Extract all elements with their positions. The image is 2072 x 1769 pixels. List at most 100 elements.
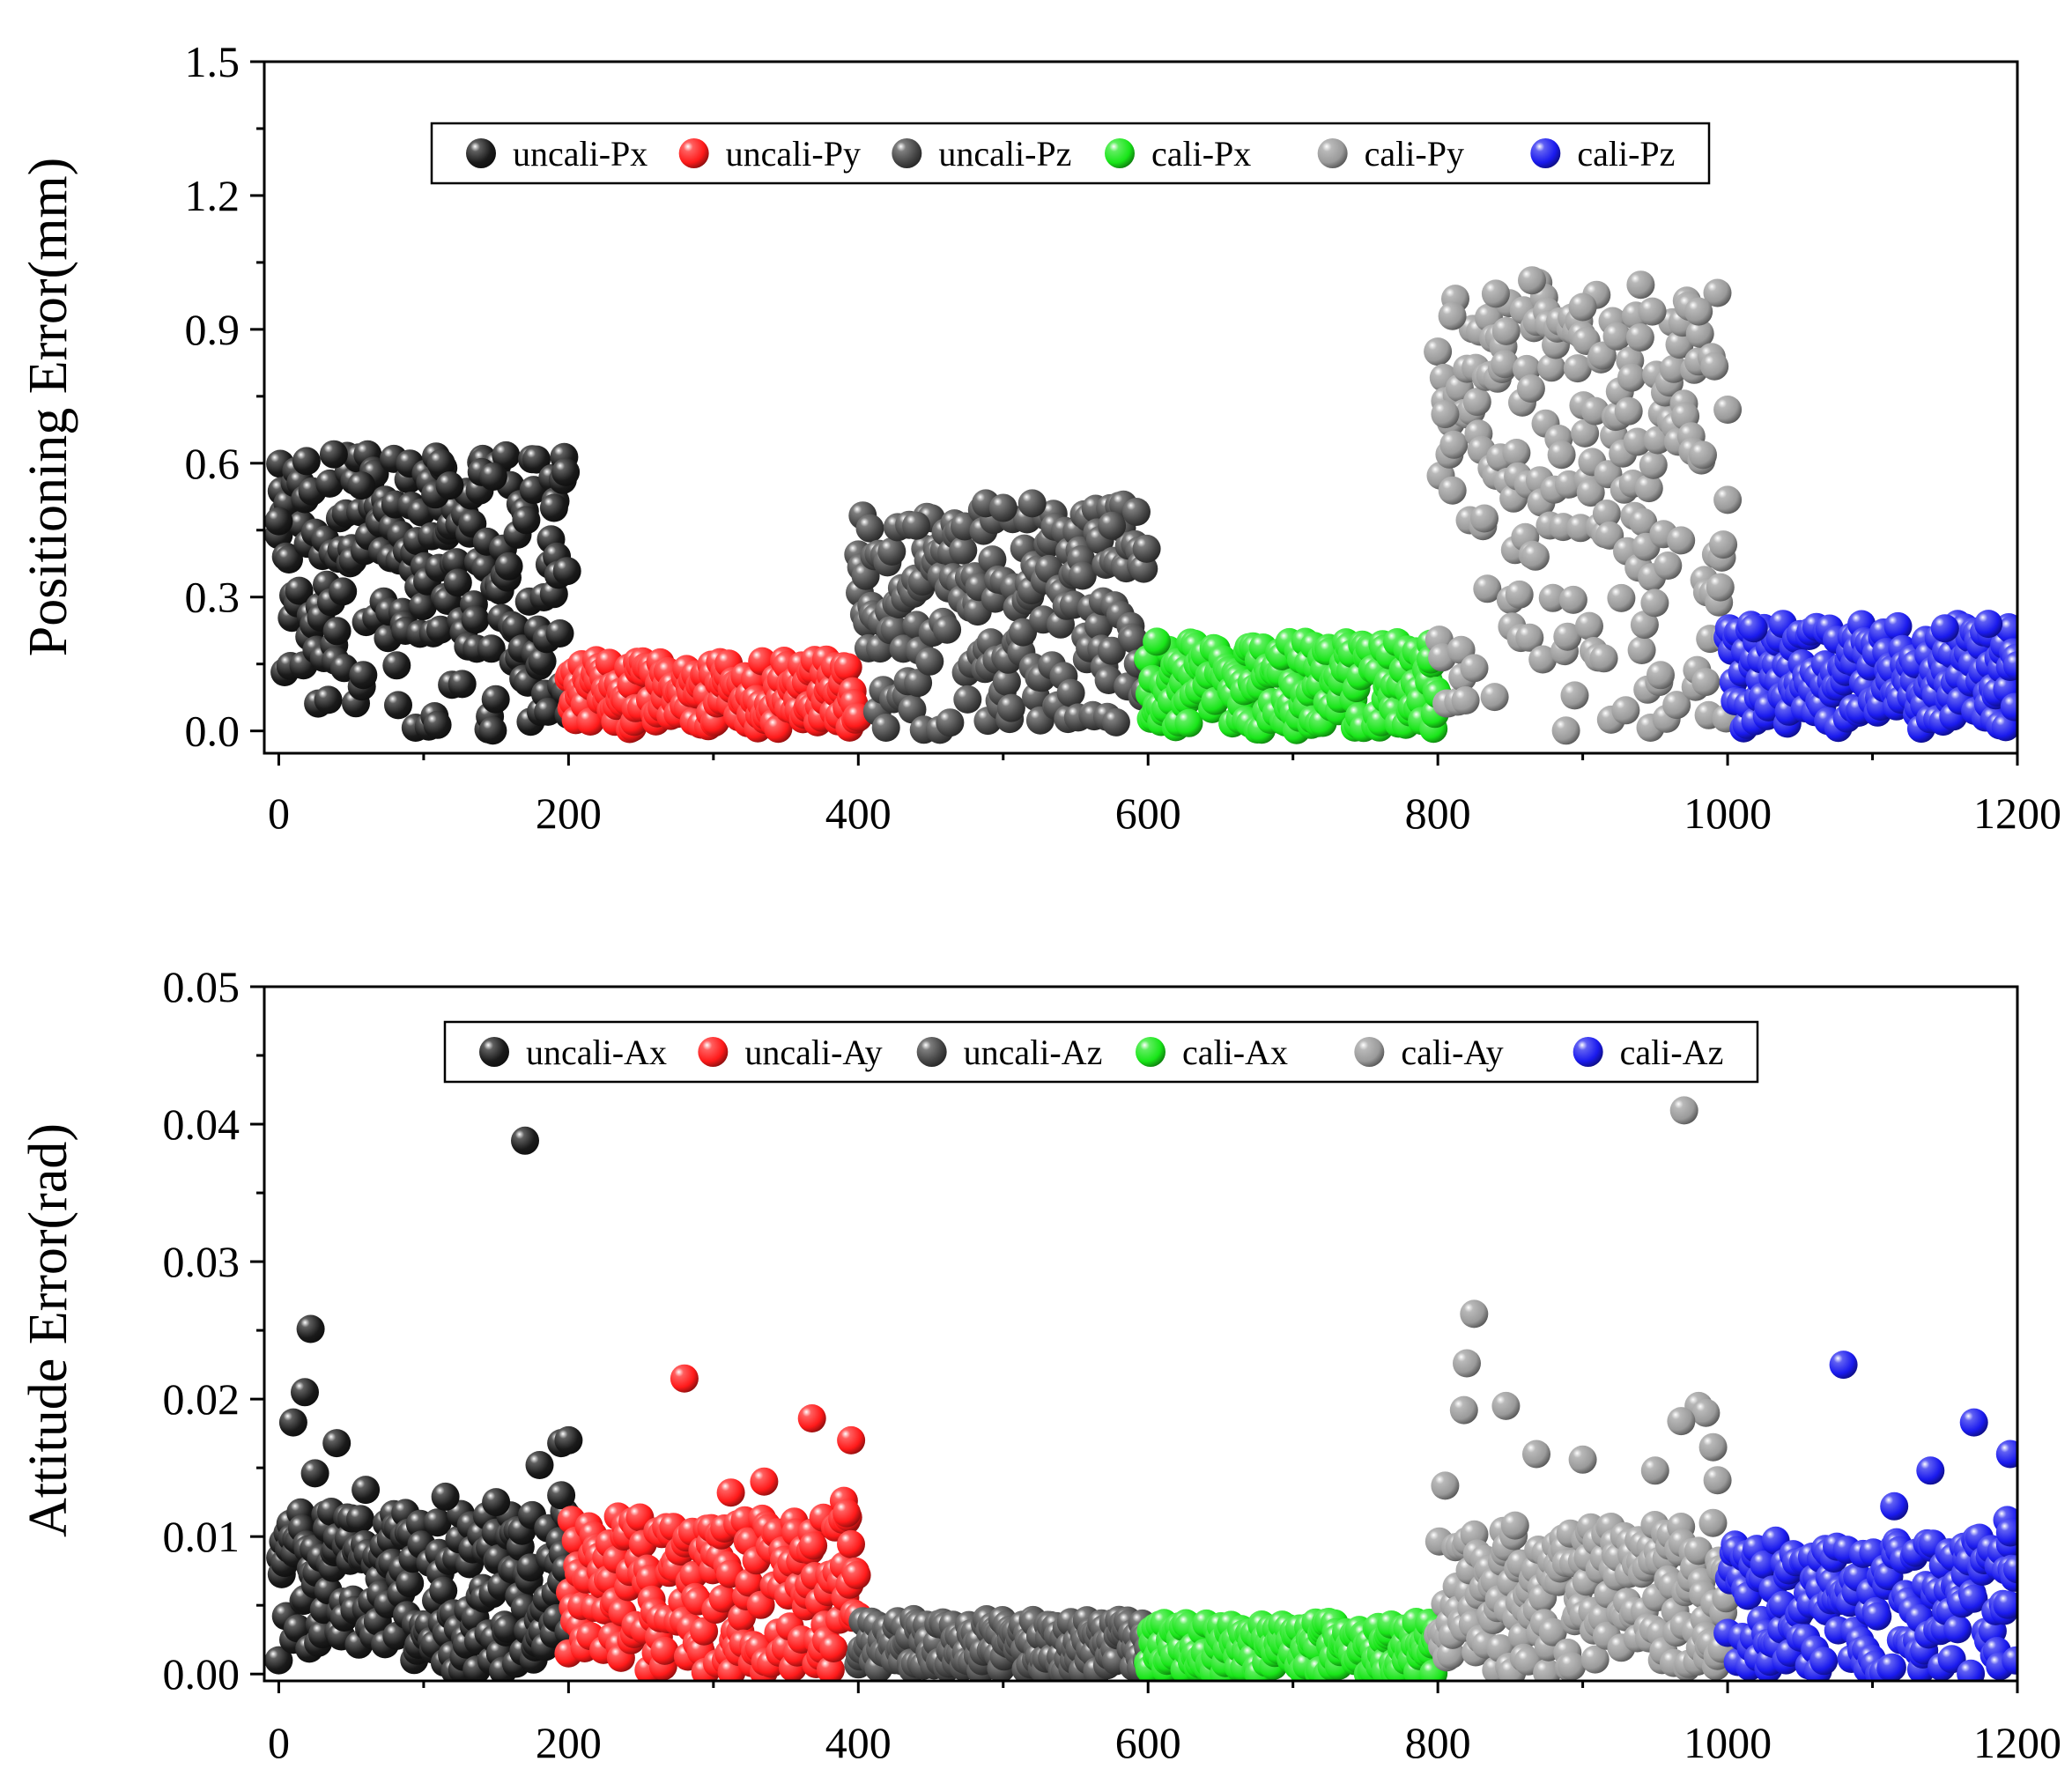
point-cali-Py <box>1473 574 1502 603</box>
point-cali-Py <box>1505 580 1534 609</box>
point-cali-Pz <box>2003 651 2017 680</box>
point-cali-Ay <box>1538 1617 1567 1647</box>
point-uncali-Ay <box>842 1561 871 1589</box>
point-cali-Py <box>1451 686 1480 714</box>
point-uncali-Px <box>349 661 378 690</box>
y-tick-label: 0.02 <box>163 1374 240 1424</box>
point-cali-Py <box>1713 396 1743 424</box>
point-cali-Py <box>1589 644 1618 673</box>
point-uncali-Ay <box>797 1404 826 1432</box>
point-cali-Az <box>1750 1550 1779 1579</box>
legend-marker <box>1136 1037 1166 1067</box>
x-tick-label: 200 <box>536 788 602 838</box>
legend-marker <box>1105 138 1135 168</box>
point-uncali-Pz <box>1122 498 1151 526</box>
point-cali-Az <box>1916 1456 1945 1485</box>
x-tick-label: 1000 <box>1684 1718 1772 1767</box>
point-cali-Py <box>1617 363 1646 392</box>
point-uncali-Pz <box>902 511 931 540</box>
point-cali-Ay <box>1449 1395 1478 1425</box>
point-cali-Az <box>1995 1440 2017 1469</box>
point-cali-Py <box>1538 583 1567 612</box>
point-cali-Py <box>1611 696 1640 725</box>
point-cali-Ay <box>1703 1466 1732 1495</box>
point-uncali-Px <box>442 548 471 577</box>
point-uncali-Pz <box>855 514 884 543</box>
point-uncali-Ax <box>322 1429 352 1458</box>
point-uncali-Ax <box>296 1314 325 1343</box>
point-uncali-Pz <box>1097 636 1126 665</box>
point-cali-Az <box>1863 1602 1892 1631</box>
point-uncali-Ay <box>735 1568 764 1597</box>
point-uncali-Ay <box>832 1499 862 1528</box>
point-uncali-Px <box>443 568 472 597</box>
point-cali-Py <box>1438 301 1467 330</box>
legend-label: uncali-Ay <box>744 1033 882 1072</box>
point-uncali-Px <box>264 507 293 536</box>
point-cali-Az <box>1809 1647 1839 1676</box>
x-tick-label: 0 <box>268 1718 290 1767</box>
point-uncali-Px <box>492 440 521 470</box>
point-cali-Py <box>1491 350 1520 379</box>
point-cali-Ay <box>1522 1440 1550 1469</box>
point-cali-Ay <box>1667 1407 1696 1436</box>
legend-label: uncali-Ax <box>526 1033 667 1072</box>
legend-label: cali-Py <box>1365 134 1464 174</box>
point-uncali-Px <box>461 605 490 634</box>
point-uncali-Ax <box>352 1476 381 1505</box>
point-cali-Ay <box>1568 1445 1597 1474</box>
point-cali-Pz <box>1739 614 1768 643</box>
point-uncali-Px <box>319 440 348 469</box>
point-cali-Py <box>1516 374 1545 403</box>
point-uncali-Ax <box>493 1615 522 1643</box>
attitude-error-chart: 0 200 400 600 800 1000 12000.000.010.020.030.0… <box>18 962 2061 1767</box>
point-cali-Px <box>1143 627 1172 656</box>
point-uncali-Pz <box>992 667 1021 696</box>
legend-label: uncali-Pz <box>938 134 1071 174</box>
legend-label: uncali-Px <box>513 134 648 174</box>
point-cali-Py <box>1592 500 1621 528</box>
data-points <box>264 266 2017 745</box>
point-cali-Py <box>1706 573 1735 602</box>
point-uncali-Ax <box>278 1408 307 1437</box>
point-uncali-Ay <box>670 1364 699 1393</box>
point-cali-Py <box>1502 439 1531 467</box>
point-uncali-Px <box>426 448 455 477</box>
y-tick-label: 1.5 <box>185 37 240 86</box>
point-cali-Az <box>1959 1408 1988 1437</box>
point-cali-Az <box>1994 1590 2017 1619</box>
point-cali-Py <box>1431 400 1460 429</box>
point-cali-Az <box>1959 1584 1988 1613</box>
x-tick-label: 800 <box>1405 788 1471 838</box>
point-cali-Py <box>1571 418 1600 448</box>
point-uncali-Px <box>329 577 358 606</box>
point-cali-Py <box>1634 474 1663 503</box>
point-uncali-Pz <box>1056 678 1085 707</box>
legend-label: cali-Ay <box>1401 1033 1503 1072</box>
point-uncali-Pz <box>871 714 900 742</box>
point-uncali-Ay <box>819 1634 848 1662</box>
point-cali-Px <box>1174 708 1203 737</box>
x-tick-label: 200 <box>536 1718 602 1767</box>
point-cali-Ay <box>1640 1456 1669 1485</box>
point-uncali-Px <box>285 576 314 605</box>
legend-marker <box>1572 1037 1603 1067</box>
data-points <box>264 1096 2017 1681</box>
point-uncali-Px <box>448 670 477 699</box>
y-axis-label: Positioning Error(mm) <box>18 158 78 657</box>
point-cali-Py <box>1713 485 1743 514</box>
point-uncali-Px <box>478 463 507 491</box>
point-uncali-Px <box>314 685 343 714</box>
point-uncali-Ax <box>264 1646 293 1675</box>
y-axis: 0.0 0.3 0.6 0.9 1.2 1.5 <box>185 37 264 756</box>
y-tick-label: 0.03 <box>163 1237 240 1286</box>
point-cali-Py <box>1654 551 1683 580</box>
point-uncali-Pz <box>1098 511 1127 540</box>
point-cali-Py <box>1627 636 1656 664</box>
point-cali-Py <box>1709 530 1738 559</box>
point-uncali-Ay <box>716 1478 745 1507</box>
legend-label: cali-Az <box>1620 1033 1724 1072</box>
point-cali-Az <box>1877 1653 1906 1681</box>
legend-label: cali-Px <box>1151 134 1251 174</box>
point-cali-Py <box>1563 354 1592 383</box>
